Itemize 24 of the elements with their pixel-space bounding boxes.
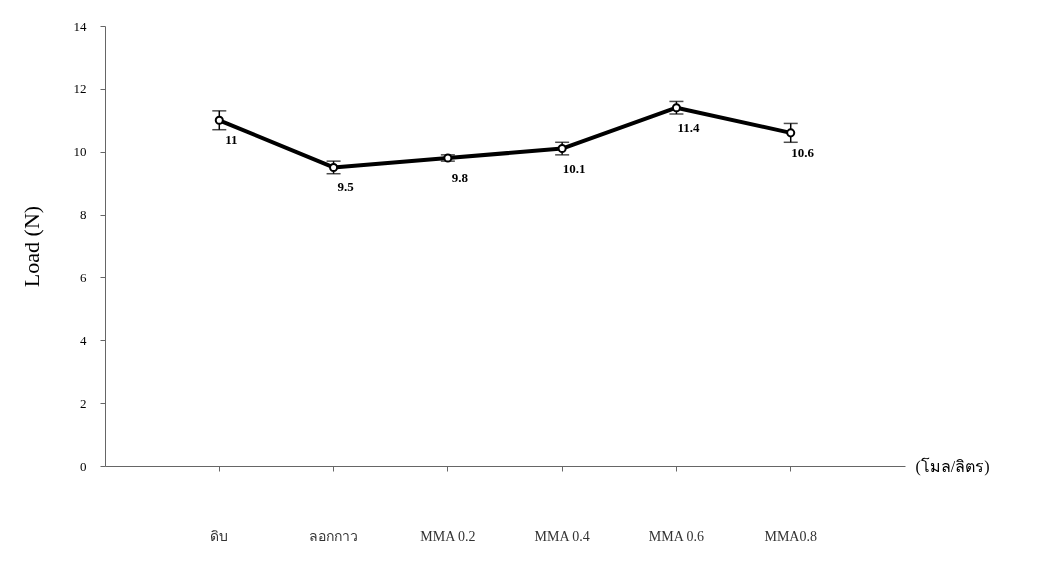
y-tick-label: 6 [80, 269, 87, 285]
y-tick-label: 4 [80, 332, 87, 348]
data-label: 11.4 [677, 119, 700, 135]
data-label: 11 [225, 132, 238, 148]
data-label: 10.6 [791, 144, 815, 160]
x-tick-label: MMA0.8 [764, 528, 817, 544]
y-tick-label: 12 [73, 81, 87, 97]
point [214, 115, 224, 125]
y-tick-label: 10 [73, 144, 87, 160]
x-axis-title: (โมล/ลิตร) [915, 456, 990, 476]
x-tick-label: MMA 0.4 [534, 528, 590, 544]
x-tick-label: ดิบ [210, 528, 229, 544]
data-label: 10.1 [562, 160, 586, 176]
x-tick-label: ลอกกาว [309, 528, 359, 544]
point [786, 128, 796, 138]
y-tick-label: 2 [80, 395, 87, 411]
x-tick-label: MMA 0.6 [648, 528, 705, 544]
x-tick-label: MMA 0.2 [420, 528, 476, 544]
y-axis-title: Load (N) [18, 205, 44, 288]
data-label: 9.5 [337, 179, 355, 195]
data-label: 9.8 [451, 170, 469, 185]
y-tick-label: 14 [73, 18, 87, 34]
y-tick-label: 8 [80, 207, 87, 223]
y-tick-label: 0 [80, 458, 87, 474]
